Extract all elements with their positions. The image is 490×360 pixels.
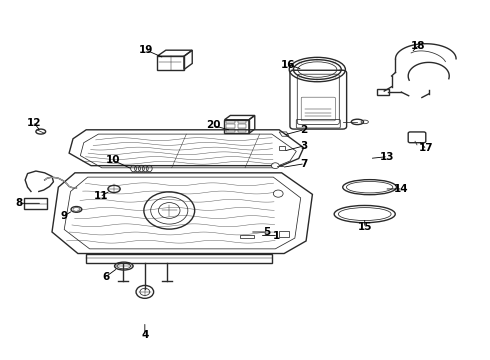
Circle shape — [271, 163, 279, 168]
Text: 11: 11 — [94, 191, 108, 201]
Text: 9: 9 — [61, 211, 68, 221]
Text: 7: 7 — [300, 159, 307, 169]
Text: 3: 3 — [300, 141, 307, 151]
Text: 1: 1 — [273, 231, 280, 240]
Text: 13: 13 — [379, 152, 394, 162]
Circle shape — [273, 190, 283, 197]
Text: 14: 14 — [394, 184, 409, 194]
Text: 16: 16 — [281, 59, 295, 69]
Text: 4: 4 — [141, 330, 148, 340]
Text: 10: 10 — [106, 155, 121, 165]
Text: 18: 18 — [411, 41, 426, 50]
Text: 15: 15 — [358, 222, 372, 231]
Text: 6: 6 — [102, 272, 109, 282]
Text: 12: 12 — [26, 118, 41, 128]
Text: 2: 2 — [300, 125, 307, 135]
Text: 19: 19 — [139, 45, 153, 55]
Text: 17: 17 — [418, 143, 433, 153]
Text: 5: 5 — [263, 227, 270, 237]
Text: 8: 8 — [16, 198, 23, 208]
Text: 20: 20 — [206, 121, 220, 130]
